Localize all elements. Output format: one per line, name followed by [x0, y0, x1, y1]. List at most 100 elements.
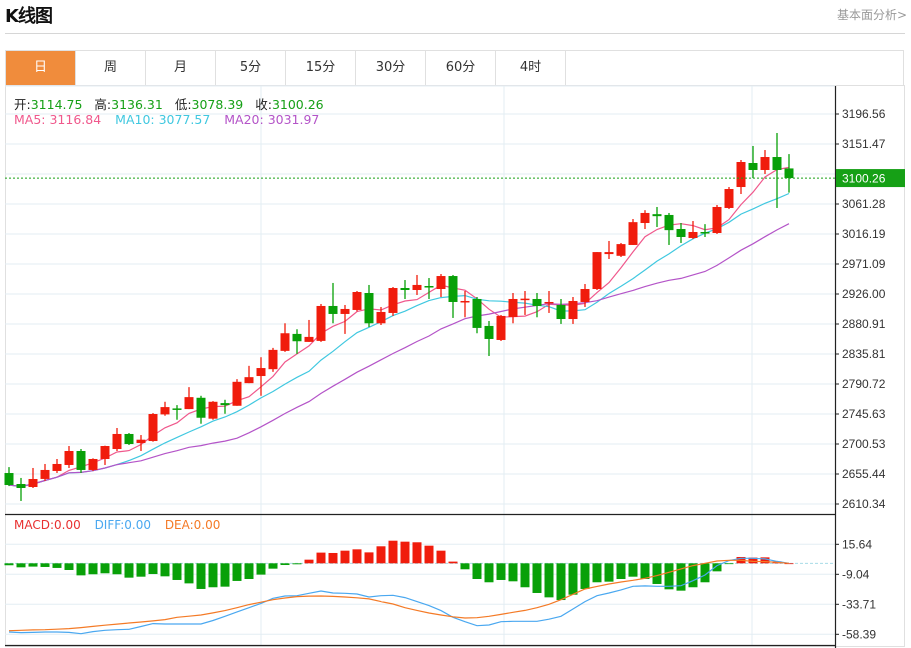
fundamental-analysis-link[interactable]: 基本面分析>	[836, 8, 907, 22]
candle-up	[352, 292, 362, 310]
macd-bar	[424, 545, 434, 564]
candle-up	[280, 333, 290, 351]
macd-bar	[256, 563, 266, 575]
tab-week[interactable]: 周	[76, 51, 146, 85]
tab-60min[interactable]: 60分	[426, 51, 496, 85]
macd-bar	[640, 563, 650, 579]
macd-bar	[184, 563, 194, 584]
macd-bar	[604, 563, 614, 582]
macd-bar	[628, 563, 638, 577]
candle-up	[340, 308, 350, 314]
macd-bar	[544, 563, 554, 598]
open-value: 3114.75	[30, 97, 83, 112]
macd-bar	[268, 563, 278, 569]
macd-bar	[568, 563, 578, 595]
macd-bar	[112, 563, 122, 575]
macd-y-tick-label: -33.71	[842, 597, 876, 611]
y-tick-label: 2971.09	[842, 257, 886, 271]
macd-bar	[520, 563, 530, 588]
macd-bar	[616, 563, 626, 579]
macd-bar	[400, 541, 410, 564]
macd-bar	[556, 563, 566, 601]
macd-legend-macd: MACD:0.00	[14, 518, 81, 532]
macd-bar	[172, 563, 182, 580]
tab-15min[interactable]: 15分	[286, 51, 356, 85]
macd-bar	[244, 563, 254, 579]
macd-bar	[208, 563, 218, 588]
tab-5min[interactable]: 5分	[216, 51, 286, 85]
candle-up	[160, 407, 170, 415]
candle-up	[760, 157, 770, 170]
tab-4hour[interactable]: 4时	[496, 51, 566, 85]
macd-bar	[16, 563, 26, 568]
candle-up	[544, 301, 554, 304]
candle-down	[196, 397, 206, 418]
candle-up	[412, 284, 422, 291]
macd-bar	[388, 540, 398, 564]
macd-legend-dea: DEA:0.00	[164, 518, 221, 532]
macd-legend-diff: DIFF:0.00	[94, 518, 151, 532]
tab-30min[interactable]: 30分	[356, 51, 426, 85]
candle-down	[532, 298, 542, 306]
macd-bar	[688, 563, 698, 588]
high-label: 高:	[94, 97, 112, 112]
candle-up	[460, 300, 470, 303]
candle-up	[616, 244, 626, 256]
macd-bar	[592, 563, 602, 583]
macd-bar	[676, 563, 686, 591]
macd-bar	[784, 563, 794, 565]
macd-bar	[28, 563, 38, 567]
candle-down	[124, 433, 134, 445]
candle-up	[604, 252, 614, 255]
candle-up	[208, 401, 218, 419]
macd-bar	[376, 546, 386, 564]
candle-down	[16, 484, 26, 488]
macd-bar	[412, 542, 422, 564]
page-title: K线图	[5, 6, 53, 27]
tab-month[interactable]: 月	[146, 51, 216, 85]
candle-down	[676, 229, 686, 237]
macd-bar	[88, 563, 98, 575]
macd-bar	[652, 563, 662, 584]
macd-bar	[220, 563, 230, 587]
candle-down	[424, 286, 434, 288]
candle-up	[580, 289, 590, 302]
tab-day[interactable]: 日	[6, 51, 76, 85]
y-tick-label: 3061.28	[842, 197, 886, 211]
ma20-legend: MA20: 3031.97	[224, 112, 320, 127]
candle-down	[292, 333, 302, 342]
macd-bar	[76, 563, 86, 576]
macd-bar	[160, 563, 170, 577]
candle-up	[376, 311, 386, 324]
candle-up	[628, 222, 638, 245]
candle-down	[220, 403, 230, 406]
candle-down	[172, 408, 182, 410]
open-label: 开:	[14, 97, 31, 112]
y-tick-label: 3151.47	[842, 137, 886, 151]
candle-down	[448, 276, 458, 302]
ohlc-readout: 开:3114.75 高:3136.31 低:3078.39 收:3100.26	[14, 94, 332, 113]
candle-down	[364, 293, 374, 324]
candle-up	[64, 451, 74, 465]
macd-y-tick-label: -9.04	[842, 567, 870, 581]
macd-bar	[580, 563, 590, 589]
macd-bar	[700, 563, 710, 583]
macd-bar	[64, 563, 74, 571]
candle-up	[184, 397, 194, 410]
candle-up	[688, 231, 698, 238]
macd-bar	[232, 563, 242, 581]
macd-bar	[280, 563, 290, 566]
dea-line	[8, 559, 790, 632]
candle-up	[100, 446, 110, 459]
candle-down	[772, 157, 782, 170]
macd-bar	[340, 550, 350, 564]
candle-down	[664, 214, 674, 231]
candle-up	[244, 377, 254, 384]
macd-bar	[496, 563, 506, 580]
macd-bar	[484, 563, 494, 583]
candle-down	[652, 214, 662, 217]
candle-up	[148, 414, 158, 442]
macd-bar	[436, 550, 446, 564]
low-value: 3078.39	[191, 97, 244, 112]
